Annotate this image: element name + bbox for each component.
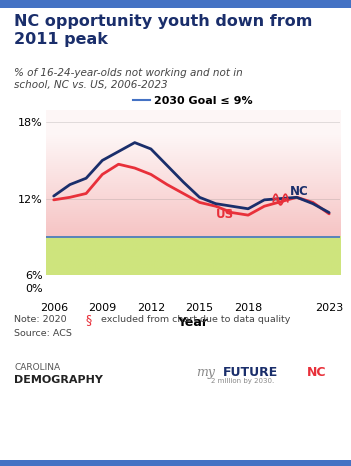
Text: NC opportunity youth down from
2011 peak: NC opportunity youth down from 2011 peak bbox=[14, 14, 312, 47]
Text: US: US bbox=[216, 208, 234, 221]
Text: FUTURE: FUTURE bbox=[223, 366, 278, 379]
Text: Source: ACS: Source: ACS bbox=[14, 329, 72, 337]
Text: excluded from chart due to data quality: excluded from chart due to data quality bbox=[98, 315, 291, 323]
Text: DEMOGRAPHY: DEMOGRAPHY bbox=[14, 375, 103, 385]
Text: 2 million by 2030.: 2 million by 2030. bbox=[211, 378, 274, 384]
Text: NC: NC bbox=[290, 185, 309, 198]
Text: my: my bbox=[197, 366, 216, 379]
Legend: 2030 Goal ≤ 9%: 2030 Goal ≤ 9% bbox=[129, 92, 257, 111]
Text: CAROLINA: CAROLINA bbox=[14, 363, 60, 372]
Text: % of 16-24-year-olds not working and not in
school, NC vs. US, 2006-2023: % of 16-24-year-olds not working and not… bbox=[14, 68, 243, 90]
X-axis label: Year: Year bbox=[178, 316, 208, 329]
Text: §: § bbox=[86, 313, 92, 326]
Text: NC: NC bbox=[307, 366, 327, 379]
Text: Note: 2020: Note: 2020 bbox=[14, 315, 69, 323]
